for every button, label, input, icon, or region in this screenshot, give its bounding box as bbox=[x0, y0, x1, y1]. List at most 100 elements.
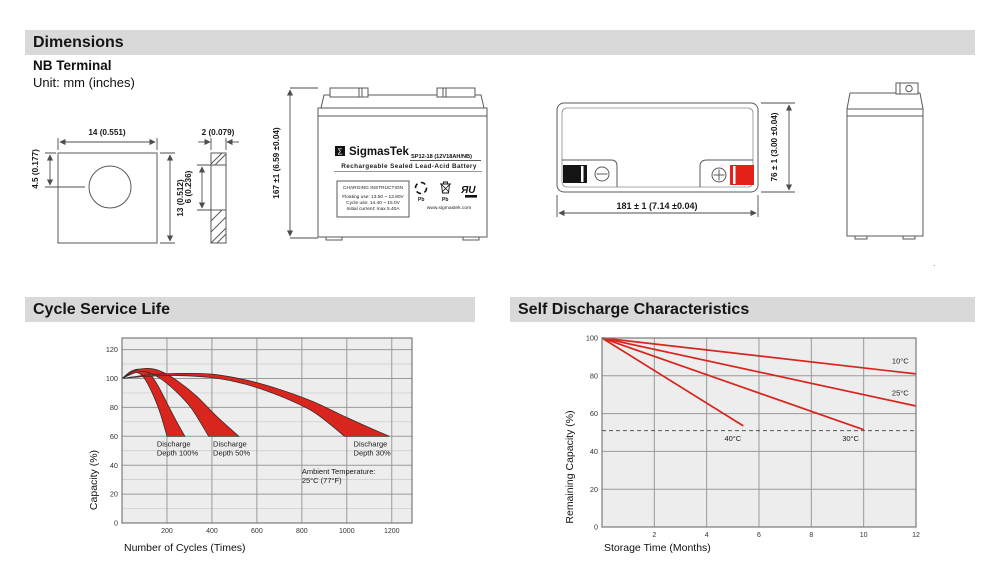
ul-mark-text: ЯU bbox=[460, 185, 476, 196]
annotation-3-line-0: Ambient Temperature: bbox=[302, 467, 376, 476]
battery-label: Σ SigmasTek SP12-18 (12V18AH/NB) Recharg… bbox=[334, 146, 482, 218]
terminal-type-label: NB Terminal bbox=[33, 58, 112, 73]
x-tick-12: 12 bbox=[912, 532, 920, 539]
self-discharge-title: Self Discharge Characteristics bbox=[518, 301, 750, 318]
annotation-2-line-1: Depth 30% bbox=[354, 448, 391, 457]
front-terminal-right bbox=[436, 87, 476, 98]
self-discharge-chart: 10°C 25°C 30°C 40°C 0 20 40 60 80 100 2 4 6 8 10 12 Stor… bbox=[564, 334, 920, 554]
series-line-10-c bbox=[601, 337, 917, 375]
brand-name: SigmasTek bbox=[349, 146, 409, 158]
series-label-25-c: 25°C bbox=[892, 389, 909, 398]
y-tick-labels: 0 20 40 60 80 100 bbox=[586, 334, 598, 532]
plate-hole-dim: 6 (0.236) bbox=[184, 170, 193, 203]
series-label-30-c: 30°C bbox=[842, 434, 859, 443]
battery-top-view: 181 ± 1 (7.14 ±0.04) 76 ± 1 (3.00 ±0.04) bbox=[556, 102, 795, 217]
series-line-25-c bbox=[601, 337, 917, 407]
x-tick-labels: 200 400 600 800 1000 1200 bbox=[161, 528, 400, 535]
trash-pb-text: Pb bbox=[442, 197, 448, 203]
front-height-dim: 167 ±1 (6.59 ±0.04) bbox=[272, 127, 281, 199]
x-tick-labels: 2 4 6 8 10 12 bbox=[652, 532, 920, 539]
x-tick-800: 800 bbox=[296, 528, 308, 535]
stray-dot: . bbox=[933, 258, 936, 268]
x-tick-600: 600 bbox=[251, 528, 263, 535]
charging-line-2: Cycle use: 14.40 ~ 15.0V bbox=[346, 200, 401, 206]
charging-line-1: Floating use: 13.50 ~ 13.80V bbox=[342, 194, 404, 200]
trash-pb-icon: Pb bbox=[440, 181, 451, 203]
dimension-drawings: 14 (0.551) 4.5 (0.177) 13 (0.512) 2 (0.0… bbox=[31, 82, 936, 268]
section-header-self-discharge: Self Discharge Characteristics bbox=[510, 297, 975, 322]
plate-width-dim: 14 (0.551) bbox=[88, 128, 126, 137]
battery-front-view: 167 ±1 (6.59 ±0.04) Σ SigmasTek SP12-18 … bbox=[272, 87, 488, 241]
ul-recognized-icon: ЯU bbox=[460, 185, 477, 198]
brand-logo-icon bbox=[335, 146, 345, 156]
band-discharge-depth-30- bbox=[121, 372, 390, 437]
y-tick-120: 120 bbox=[106, 345, 118, 354]
x-tick-400: 400 bbox=[206, 528, 218, 535]
y-tick-0: 0 bbox=[594, 523, 598, 532]
unit-label: Unit: mm (inches) bbox=[33, 75, 135, 90]
x-tick-4: 4 bbox=[705, 532, 709, 539]
terminal-plate-front-view: 14 (0.551) 4.5 (0.177) 13 (0.512) bbox=[31, 128, 185, 244]
cycle-life-title: Cycle Service Life bbox=[33, 301, 170, 318]
charging-line-3: Initial current: max 5.40A bbox=[346, 206, 400, 212]
section-header-dimensions: Dimensions bbox=[25, 30, 975, 55]
annotation-0-line-0: Discharge bbox=[157, 439, 191, 448]
x-axis-title: Storage Time (Months) bbox=[604, 542, 711, 554]
annotation-2-line-0: Discharge bbox=[354, 439, 388, 448]
y-axis-title: Capacity (%) bbox=[88, 450, 100, 510]
charging-title: CHARGING INSTRUCTION bbox=[343, 185, 403, 191]
y-tick-60: 60 bbox=[590, 409, 598, 418]
y-tick-40: 40 bbox=[590, 447, 598, 456]
brand-logo-glyph: Σ bbox=[338, 148, 343, 157]
series-line-30-c bbox=[601, 337, 864, 431]
y-tick-100: 100 bbox=[586, 334, 598, 343]
battery-side-view bbox=[846, 82, 924, 240]
model-number: SP12-18 (12V18AH/NB) bbox=[411, 154, 472, 160]
y-tick-100: 100 bbox=[106, 374, 118, 383]
recycle-pb-icon: Pb bbox=[414, 181, 428, 203]
y-tick-0: 0 bbox=[114, 519, 118, 528]
terminal-hole bbox=[88, 165, 132, 209]
y-tick-80: 80 bbox=[590, 371, 598, 380]
annotation-1-line-1: Depth 50% bbox=[213, 448, 250, 457]
y-axis-title: Remaining Capacity (%) bbox=[564, 410, 576, 523]
plate-height-dim: 13 (0.512) bbox=[176, 179, 185, 217]
x-axis-title: Number of Cycles (Times) bbox=[124, 542, 246, 554]
y-tick-80: 80 bbox=[110, 403, 118, 412]
series-line-40-c bbox=[601, 337, 744, 427]
y-tick-20: 20 bbox=[590, 485, 598, 494]
positive-terminal bbox=[730, 165, 754, 185]
terminal-plate-side-view: 2 (0.079) 6 (0.236) bbox=[184, 128, 239, 244]
y-tick-40: 40 bbox=[110, 461, 118, 470]
x-tick-1200: 1200 bbox=[384, 528, 400, 535]
y-tick-labels: 0 20 40 60 80 100 120 bbox=[106, 345, 118, 527]
x-tick-2: 2 bbox=[652, 532, 656, 539]
minor-gridlines bbox=[122, 363, 412, 509]
top-length-dim: 181 ± 1 (7.14 ±0.04) bbox=[617, 201, 698, 211]
side-terminal bbox=[895, 82, 919, 95]
front-terminal-left bbox=[329, 87, 369, 98]
x-tick-8: 8 bbox=[809, 532, 813, 539]
recycle-pb-text: Pb bbox=[418, 197, 424, 203]
x-tick-1000: 1000 bbox=[339, 528, 355, 535]
dimensions-title: Dimensions bbox=[33, 34, 124, 51]
battery-type-line: Rechargeable Sealed Lead-Acid Battery bbox=[341, 163, 477, 170]
section-header-cycle-life: Cycle Service Life bbox=[25, 297, 475, 322]
y-tick-20: 20 bbox=[110, 490, 118, 499]
plot-border bbox=[121, 337, 413, 524]
plot-border bbox=[601, 337, 917, 528]
plate-offset-dim: 4.5 (0.177) bbox=[31, 149, 40, 189]
series-label-40-c: 40°C bbox=[724, 434, 741, 443]
x-tick-200: 200 bbox=[161, 528, 173, 535]
x-tick-10: 10 bbox=[860, 532, 868, 539]
charging-instruction-box bbox=[336, 180, 410, 218]
website-text: www.sigmastek.com bbox=[427, 205, 471, 211]
band-discharge-depth-50- bbox=[121, 367, 240, 437]
major-gridlines bbox=[602, 338, 916, 527]
y-tick-60: 60 bbox=[110, 432, 118, 441]
top-width-dim: 76 ± 1 (3.00 ±0.04) bbox=[770, 112, 779, 181]
annotation-0-line-1: Depth 100% bbox=[157, 448, 199, 457]
annotation-1-line-0: Discharge bbox=[213, 439, 247, 448]
cycle-service-life-chart: 0 20 40 60 80 100 120 200 400 600 800 1000 1200 Disch… bbox=[88, 337, 413, 554]
